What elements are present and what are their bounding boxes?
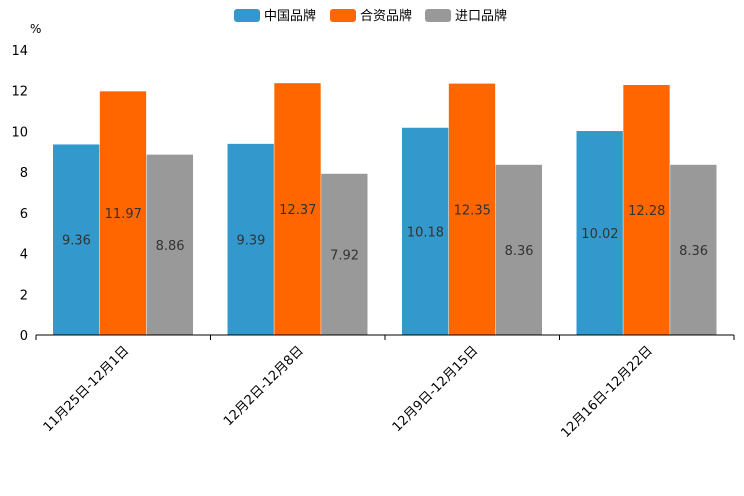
x-tick-label: 12月9日-12月15日 xyxy=(390,343,482,435)
bar-3-2 xyxy=(321,173,368,335)
y-tick-label: 2 xyxy=(20,288,28,303)
bars xyxy=(53,83,717,335)
legend-label-3: 进口品牌 xyxy=(455,8,507,24)
y-tick-label: 8 xyxy=(20,166,28,181)
y-tick-label: 12 xyxy=(11,85,28,100)
x-tick-label: 11月25日-12月1日 xyxy=(41,343,133,435)
bar-value-label: 8.36 xyxy=(505,244,534,259)
bar-3-3 xyxy=(495,164,542,335)
legend: 中国品牌 合资品牌 进口品牌 xyxy=(234,8,507,24)
y-tick-label: 10 xyxy=(11,125,28,140)
bar-value-label: 12.37 xyxy=(279,203,316,218)
bar-1-3 xyxy=(402,127,449,335)
bar-1-4 xyxy=(576,131,623,335)
legend-swatch-2 xyxy=(330,9,356,22)
legend-swatch-3 xyxy=(425,9,451,22)
y-tick-label: 0 xyxy=(20,329,28,344)
bar-value-label: 12.28 xyxy=(628,204,665,219)
bar-value-labels: 9.36 11.97 8.86 9.39 12.37 7.92 10.18 12.35 8.36… xyxy=(62,203,708,263)
bar-value-label: 7.92 xyxy=(330,248,359,263)
bar-3-4 xyxy=(670,164,717,335)
x-tick-label: 12月2日-12月8日 xyxy=(221,343,307,429)
bar-2-3 xyxy=(448,83,496,335)
legend-swatch-1 xyxy=(234,9,260,22)
x-axis: 11月25日-12月1日 12月2日-12月8日 12月9日-12月15日 12月16… xyxy=(35,334,735,441)
bar-value-label: 12.35 xyxy=(454,203,491,218)
bar-value-label: 10.18 xyxy=(407,225,444,240)
legend-label-1: 中国品牌 xyxy=(264,8,316,24)
y-axis: 0 2 4 6 8 10 12 14 xyxy=(11,44,28,344)
bar-2-1 xyxy=(99,91,147,335)
y-axis-unit-label: % xyxy=(30,22,41,36)
bar-1-1 xyxy=(53,144,100,335)
bar-3-1 xyxy=(146,154,193,335)
bar-value-label: 11.97 xyxy=(105,207,142,222)
bar-value-label: 10.02 xyxy=(581,227,618,242)
y-tick-label: 4 xyxy=(20,248,28,263)
bar-1-2 xyxy=(227,143,274,335)
x-tick-label: 12月16日-12月22日 xyxy=(558,343,655,440)
bar-value-label: 8.36 xyxy=(679,244,708,259)
y-tick-label: 6 xyxy=(20,207,28,222)
bar-2-2 xyxy=(274,83,321,335)
bar-2-4 xyxy=(623,85,670,335)
y-tick-label: 14 xyxy=(11,44,28,59)
bar-value-label: 8.86 xyxy=(156,239,185,254)
legend-label-2: 合资品牌 xyxy=(360,8,412,24)
bar-value-label: 9.39 xyxy=(236,233,265,248)
bar-value-label: 9.36 xyxy=(62,234,91,249)
